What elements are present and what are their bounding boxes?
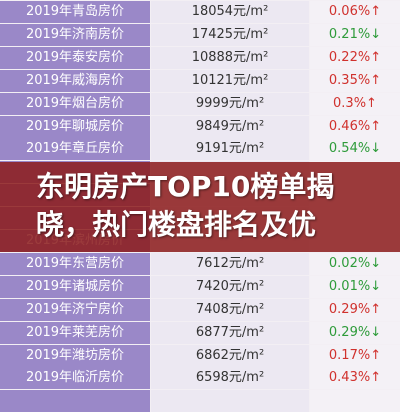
price-cell: 7612元/m² [151,252,309,275]
price-cell: 6862元/m² [151,344,309,367]
table-row: 2019年济宁房价 7408元/m² 0.29%↑ [0,298,400,321]
city-cell: 2019年烟台房价 [0,92,150,115]
table-row: 2019年莱芜房价 6877元/m² 0.29%↓ [0,321,400,344]
banner: 东明房产TOP10榜单揭晓，热门楼盘排名及优 [0,162,400,252]
table-row: 2019年潍坊房价 6862元/m² 0.17%↑ [0,344,400,367]
price-cell: 9849元/m² [151,115,309,138]
table-row: 2019年威海房价 10121元/m² 0.35%↑ [0,69,400,92]
price-cell: 10121元/m² [151,69,309,92]
table-row: 2019年临沂房价 6598元/m² 0.43%↑ [0,367,400,390]
change-cell: 0.17%↑ [310,344,400,367]
table-row: 2019年烟台房价 9999元/m² 0.3%↑ [0,92,400,115]
table-row [0,390,400,412]
change-cell: 0.3%↑ [310,92,400,115]
city-cell: 2019年聊城房价 [0,115,150,138]
change-cell: 0.06%↑ [310,1,400,23]
city-cell [0,390,150,412]
table-row: 2019年泰安房价 10888元/m² 0.22%↑ [0,46,400,69]
price-cell: 6598元/m² [151,367,309,390]
table-row: 2019年青岛房价 18054元/m² 0.06%↑ [0,1,400,23]
city-cell: 2019年威海房价 [0,69,150,92]
city-cell: 2019年济宁房价 [0,298,150,321]
city-cell: 2019年青岛房价 [0,1,150,23]
price-cell: 7408元/m² [151,298,309,321]
change-cell: 0.29%↑ [310,298,400,321]
price-cell [151,390,309,412]
change-cell: 0.35%↑ [310,69,400,92]
city-cell: 2019年临沂房价 [0,367,150,390]
table-row: 2019年章丘房价 9191元/m² 0.54%↓ [0,138,400,161]
change-cell: 0.54%↓ [310,138,400,161]
change-cell: 0.22%↑ [310,46,400,69]
change-cell: 0.21%↓ [310,23,400,46]
table-row: 2019年东营房价 7612元/m² 0.02%↓ [0,252,400,275]
change-cell [310,390,400,412]
price-cell: 9191元/m² [151,138,309,161]
banner-text: 东明房产TOP10榜单揭晓，热门楼盘排名及优 [36,170,335,241]
price-cell: 6877元/m² [151,321,309,344]
city-cell: 2019年莱芜房价 [0,321,150,344]
change-cell: 0.29%↓ [310,321,400,344]
price-cell: 10888元/m² [151,46,309,69]
city-cell: 2019年章丘房价 [0,138,150,161]
city-cell: 2019年潍坊房价 [0,344,150,367]
change-cell: 0.01%↓ [310,275,400,298]
city-cell: 2019年泰安房价 [0,46,150,69]
price-cell: 7420元/m² [151,275,309,298]
change-cell: 0.02%↓ [310,252,400,275]
table-row: 2019年聊城房价 9849元/m² 0.46%↑ [0,115,400,138]
change-cell: 0.43%↑ [310,367,400,390]
city-cell: 2019年济南房价 [0,23,150,46]
price-cell: 9999元/m² [151,92,309,115]
change-cell: 0.46%↑ [310,115,400,138]
table-row: 2019年济南房价 17425元/m² 0.21%↓ [0,23,400,46]
table-row: 2019年诸城房价 7420元/m² 0.01%↓ [0,275,400,298]
price-cell: 18054元/m² [151,1,309,23]
price-cell: 17425元/m² [151,23,309,46]
city-cell: 2019年东营房价 [0,252,150,275]
city-cell: 2019年诸城房价 [0,275,150,298]
